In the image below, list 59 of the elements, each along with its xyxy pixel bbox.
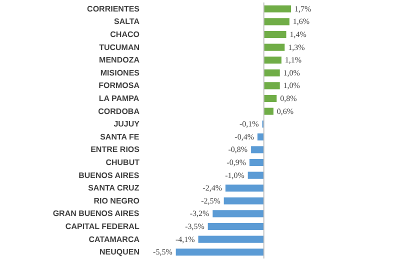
bar <box>257 133 264 140</box>
bar <box>198 236 264 243</box>
data-label: 1,6% <box>292 17 310 26</box>
data-label: 1,7% <box>294 4 312 14</box>
y-tick-label: CATAMARCA <box>88 234 140 244</box>
y-tick-label: CHUBUT <box>106 158 140 167</box>
y-tick-label: JUJUY <box>114 120 140 129</box>
data-label: -3,2% <box>190 209 210 218</box>
data-label: -0,8% <box>228 145 248 154</box>
bar <box>249 158 264 166</box>
bar <box>224 197 264 204</box>
y-tick-label: BUENOS AIRES <box>78 170 140 180</box>
data-label: -2,4% <box>202 184 222 193</box>
bar <box>264 69 280 76</box>
bar <box>264 18 290 26</box>
data-label: -1,0% <box>225 170 245 180</box>
y-tick-label: SALTA <box>114 17 140 26</box>
bar <box>264 94 277 102</box>
data-label: -0,9% <box>226 158 246 167</box>
bar <box>264 108 274 115</box>
y-tick-label: SANTA CRUZ <box>88 184 140 193</box>
y-tick-label: SANTA FE <box>100 132 140 142</box>
y-tick-label: RIO NEGRO <box>94 196 140 206</box>
bar <box>225 184 264 192</box>
data-label: 1,4% <box>290 30 307 39</box>
data-label: -5,5% <box>153 248 173 257</box>
data-label: -4,1% <box>175 234 196 244</box>
data-label: -3,5% <box>185 222 205 231</box>
y-tick-label: NEUQUEN <box>99 248 140 257</box>
data-label: 1,3% <box>288 42 306 52</box>
data-label: 0,6% <box>276 106 294 116</box>
data-label: 1,0% <box>283 81 300 90</box>
data-label: 1,1% <box>284 56 302 65</box>
y-tick-label: ENTRE RIOS <box>90 145 140 154</box>
y-tick-label: MENDOZA <box>99 56 140 65</box>
bar <box>176 248 264 256</box>
bar <box>264 82 280 90</box>
y-tick-label: CAPITAL FEDERAL <box>65 222 140 231</box>
data-label: -0,1% <box>239 120 260 129</box>
data-label: 1,0% <box>283 68 300 78</box>
data-label: -0,4% <box>234 132 254 142</box>
data-label: 0,8% <box>280 94 298 103</box>
bar <box>264 5 292 12</box>
y-tick-label: LA PAMPA <box>98 94 140 103</box>
y-tick-label: CORDOBA <box>98 106 140 116</box>
data-label: -2,5% <box>201 196 221 206</box>
bar <box>248 172 264 179</box>
bar <box>264 56 282 64</box>
bar <box>264 30 286 38</box>
y-tick-label: CORRIENTES <box>87 4 140 14</box>
y-tick-label: MISIONES <box>100 68 140 78</box>
y-tick-label: GRAN BUENOS AIRES <box>52 209 140 218</box>
bar <box>212 210 264 218</box>
y-tick-label: FORMOSA <box>98 81 140 90</box>
bar <box>264 44 285 51</box>
bar <box>208 222 264 230</box>
y-tick-label: CHACO <box>110 30 140 39</box>
bar <box>251 146 264 154</box>
y-tick-label: TUCUMAN <box>99 42 140 52</box>
